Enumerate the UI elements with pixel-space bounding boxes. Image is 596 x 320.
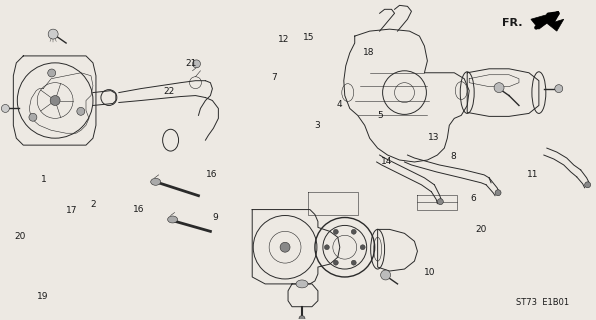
Circle shape: [360, 245, 365, 250]
Circle shape: [324, 245, 330, 250]
Text: 16: 16: [206, 170, 218, 179]
Text: 5: 5: [377, 111, 383, 120]
Ellipse shape: [296, 280, 308, 288]
Text: ST73  E1B01: ST73 E1B01: [516, 298, 569, 307]
Text: 3: 3: [314, 121, 320, 130]
Text: 14: 14: [381, 157, 393, 166]
Circle shape: [555, 85, 563, 92]
Circle shape: [351, 229, 356, 234]
Circle shape: [381, 270, 390, 280]
Circle shape: [48, 69, 55, 77]
Text: 10: 10: [424, 268, 436, 277]
Text: 2: 2: [91, 200, 96, 209]
Circle shape: [585, 182, 591, 188]
Text: 21: 21: [185, 59, 197, 68]
Text: 9: 9: [212, 212, 218, 222]
Text: 22: 22: [163, 87, 174, 96]
Ellipse shape: [167, 216, 178, 223]
Polygon shape: [531, 11, 564, 31]
Circle shape: [1, 105, 10, 112]
Text: 18: 18: [364, 48, 375, 57]
Text: 13: 13: [427, 133, 439, 142]
Text: 19: 19: [37, 292, 49, 301]
Text: FR.: FR.: [502, 18, 523, 28]
Text: 15: 15: [303, 33, 315, 42]
Text: 7: 7: [271, 73, 277, 82]
Text: 6: 6: [471, 194, 476, 203]
Circle shape: [333, 229, 339, 234]
Circle shape: [193, 60, 200, 68]
Text: 4: 4: [337, 100, 342, 109]
Text: 20: 20: [15, 232, 26, 241]
Ellipse shape: [151, 178, 161, 185]
Circle shape: [333, 260, 339, 265]
Text: 17: 17: [66, 206, 77, 215]
Circle shape: [495, 190, 501, 196]
Circle shape: [351, 260, 356, 265]
Text: 8: 8: [451, 152, 457, 161]
Circle shape: [280, 242, 290, 252]
Text: 20: 20: [475, 225, 486, 234]
Circle shape: [437, 199, 443, 204]
Circle shape: [50, 96, 60, 106]
Text: 1: 1: [41, 174, 47, 184]
Text: 12: 12: [278, 35, 290, 44]
Text: 11: 11: [527, 170, 538, 179]
Circle shape: [29, 113, 37, 121]
Circle shape: [77, 108, 85, 115]
Text: 16: 16: [134, 205, 145, 214]
Circle shape: [299, 316, 305, 320]
Circle shape: [494, 83, 504, 92]
Circle shape: [48, 29, 58, 39]
